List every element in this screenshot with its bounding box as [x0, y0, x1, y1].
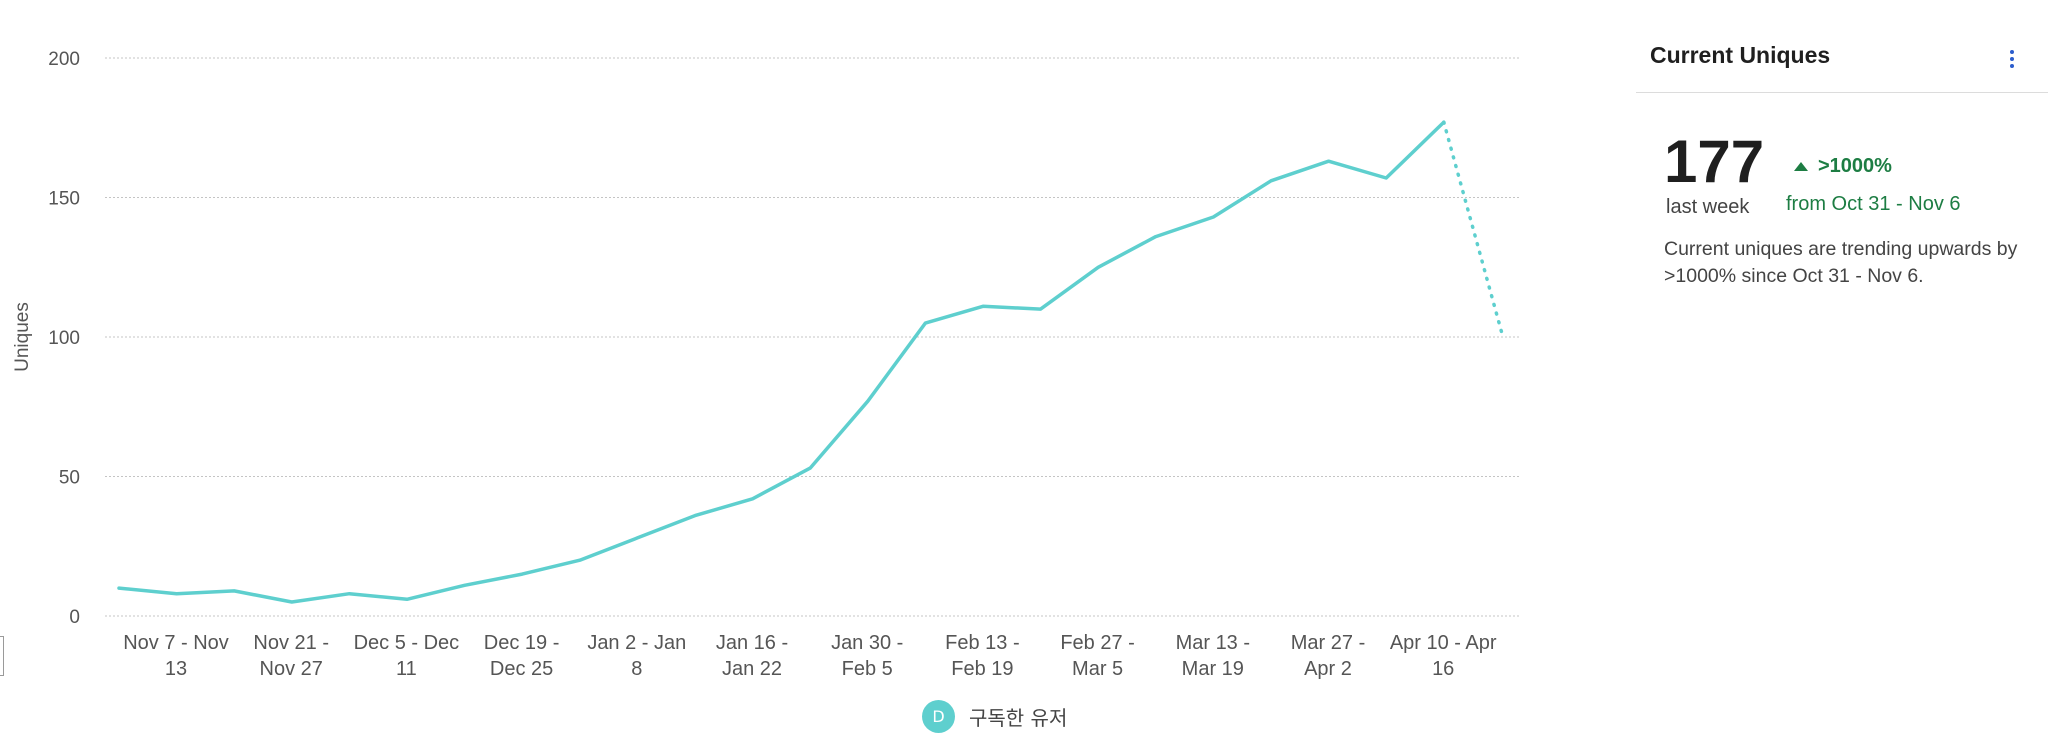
x-tick-label: Jan 2 - Jan [587, 632, 686, 654]
left-edge-control[interactable] [0, 636, 4, 676]
current-uniques-value: 177 [1664, 128, 1765, 195]
x-tick-label: Jan 16 - [716, 632, 788, 654]
x-tick-label: Mar 5 [1072, 658, 1123, 680]
x-tick-label: 8 [631, 658, 642, 680]
x-tick-label: Dec 5 - Dec [354, 632, 460, 654]
x-tick-label: Feb 27 - [1060, 632, 1134, 654]
x-tick-label: Nov 7 - Nov [123, 632, 229, 654]
y-tick-label: 200 [48, 49, 80, 70]
x-tick-label: Apr 2 [1304, 658, 1352, 680]
y-axis-title: Uniques [12, 302, 33, 372]
trend-summary-text: Current uniques are trending upwards by … [1664, 238, 2018, 287]
trend-up-arrow-icon [1794, 162, 1808, 171]
x-tick-label: 16 [1432, 658, 1454, 680]
y-tick-label: 100 [48, 328, 80, 349]
x-tick-label: Apr 10 - Apr [1390, 632, 1497, 654]
legend-series-badge: D [922, 700, 955, 733]
y-tick-label: 150 [48, 189, 80, 210]
x-tick-label: Jan 22 [722, 658, 782, 680]
panel-title: Current Uniques [1650, 42, 1831, 68]
change-indicator: >1000% [1794, 155, 1892, 178]
x-tick-label: Feb 13 - [945, 632, 1019, 654]
change-comparison-period: from Oct 31 - Nov 6 [1786, 193, 1961, 215]
change-percentage: >1000% [1818, 155, 1892, 177]
x-tick-label: 11 [396, 658, 417, 680]
x-tick-label: Nov 27 [260, 658, 323, 680]
x-tick-label: Nov 21 - [253, 632, 329, 654]
x-tick-label: Mar 13 - [1176, 632, 1250, 654]
current-uniques-panel: Current Uniques 177 last week >1000% fro… [1636, 0, 2048, 750]
chart-legend[interactable]: D 구독한 유저 [922, 700, 1067, 733]
kebab-menu-icon[interactable] [2008, 48, 2018, 70]
panel-header: Current Uniques [1636, 38, 2048, 93]
series-line [117, 120, 1446, 604]
x-tick-label: Mar 27 - [1291, 632, 1365, 654]
chart-svg: 0 50 100 150 200 Uniques Nov 7 - Nov 13 Nov 21 -… [12, 49, 1520, 680]
x-tick-label: Mar 19 [1182, 658, 1244, 680]
x-tick-label: Jan 30 - [831, 632, 903, 654]
y-tick-label: 0 [69, 607, 80, 628]
value-period-label: last week [1666, 196, 1750, 218]
legend-series-label: 구독한 유저 [969, 706, 1068, 730]
x-tick-label: Dec 19 - [484, 632, 560, 654]
series-incomplete-segment [1442, 120, 1504, 334]
x-tick-label: 13 [165, 658, 187, 680]
x-tick-label: Feb 19 [951, 658, 1013, 680]
x-tick-label: Dec 25 [490, 658, 553, 680]
x-tick-label: Feb 5 [842, 658, 893, 680]
line-chart: 0 50 100 150 200 Uniques Nov 7 - Nov 13 Nov 21 -… [0, 49, 1520, 733]
y-tick-label: 50 [59, 468, 80, 489]
